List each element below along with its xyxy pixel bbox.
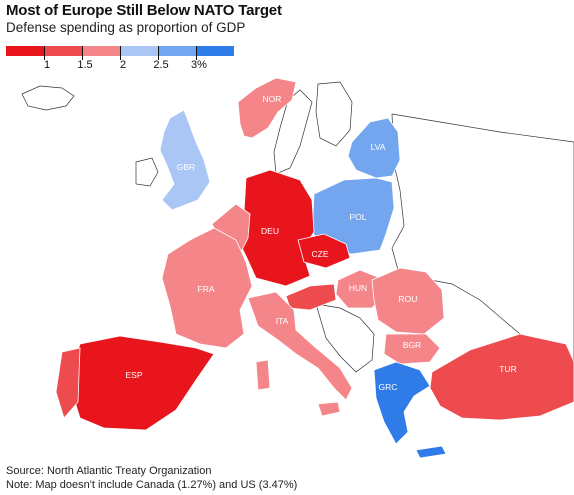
legend-tick: 2.5	[153, 59, 169, 71]
legend-swatch-0	[6, 46, 44, 56]
europe-map: NOR GBR LVA POL DEU CZE FRA HUN ROU ITA …	[21, 77, 574, 459]
legend-tick: 3%	[191, 59, 207, 71]
country-SARDINIA	[255, 359, 271, 391]
label-HUN: HUN	[349, 283, 367, 293]
label-GRC: GRC	[379, 382, 398, 392]
label-GBR: GBR	[177, 162, 195, 172]
label-DEU: DEU	[261, 226, 279, 236]
legend-separator	[120, 46, 121, 60]
nato-countries	[55, 77, 574, 459]
balkans-outline	[315, 303, 375, 373]
label-ESP: ESP	[125, 370, 142, 380]
label-ITA: ITA	[276, 316, 289, 326]
russia-belarus-ukraine-outline	[391, 113, 574, 373]
label-ROU: ROU	[399, 294, 418, 304]
country-ITA	[247, 291, 353, 401]
country-BGR	[383, 333, 441, 365]
label-POL: POL	[349, 212, 366, 222]
legend-swatch-3	[120, 46, 158, 56]
country-CZE	[297, 233, 351, 269]
country-GBR	[159, 109, 211, 211]
label-CZE: CZE	[312, 249, 329, 259]
country-ROU	[371, 267, 445, 335]
label-NOR: NOR	[263, 94, 282, 104]
label-LVA: LVA	[371, 142, 386, 152]
country-LVA	[347, 117, 401, 179]
country-SICILY	[317, 401, 341, 417]
country-ESP	[69, 335, 215, 431]
country-CRETE	[415, 445, 447, 459]
legend-swatch-5	[196, 46, 234, 56]
color-legend: 1 1.5 2 2.5 3%	[6, 40, 238, 72]
label-FRA: FRA	[198, 284, 215, 294]
finland-outline	[315, 81, 353, 147]
label-TUR: TUR	[499, 364, 516, 374]
legend-tick: 1.5	[77, 59, 93, 71]
legend-separator	[44, 46, 45, 60]
sweden-outline	[273, 89, 313, 175]
legend-separator	[158, 46, 159, 60]
legend-swatch-2	[82, 46, 120, 56]
legend-tick: 2	[119, 59, 127, 71]
legend-swatch-1	[44, 46, 82, 56]
country-PRT	[55, 347, 81, 419]
country-labels: NOR GBR LVA POL DEU CZE FRA HUN ROU ITA …	[125, 94, 516, 392]
map-subtitle: Defense spending as proportion of GDP	[6, 20, 246, 35]
legend-tick: 1	[43, 59, 51, 71]
country-NOR	[237, 77, 297, 139]
source-note: Source: North Atlantic Treaty Organizati…	[6, 465, 212, 477]
legend-swatch-4	[158, 46, 196, 56]
country-TUR	[429, 333, 574, 421]
footnote: Note: Map doesn't include Canada (1.27%)…	[6, 479, 298, 491]
map-title: Most of Europe Still Below NATO Target	[6, 2, 282, 19]
legend-separator	[82, 46, 83, 60]
context-outlines	[21, 81, 574, 373]
country-FRA	[161, 227, 253, 349]
label-BGR: BGR	[403, 340, 421, 350]
ireland-outline	[135, 157, 159, 187]
legend-separator	[196, 46, 197, 60]
iceland-outline	[21, 85, 75, 111]
country-GRC	[373, 361, 431, 445]
